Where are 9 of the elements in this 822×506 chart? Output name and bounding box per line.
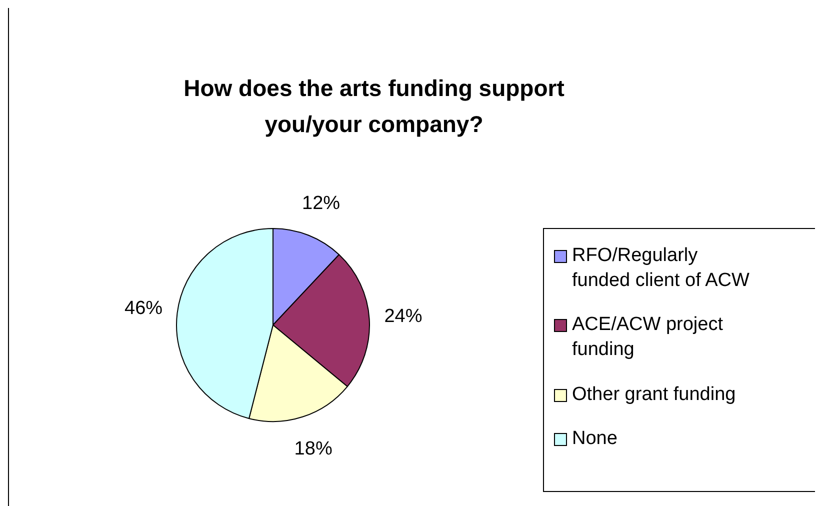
data-label: 18% xyxy=(294,438,332,460)
legend-label: RFO/Regularly funded client of ACW xyxy=(572,244,750,293)
data-label: 46% xyxy=(124,298,163,319)
data-label: 24% xyxy=(384,306,422,328)
legend-label: ACE/ACW project funding xyxy=(572,313,724,362)
legend-label: None xyxy=(572,427,618,452)
chart-title: How does the arts funding support you/your company? xyxy=(182,74,566,139)
legend-label: Other grant funding xyxy=(572,382,737,407)
data-label: 12% xyxy=(302,192,340,214)
